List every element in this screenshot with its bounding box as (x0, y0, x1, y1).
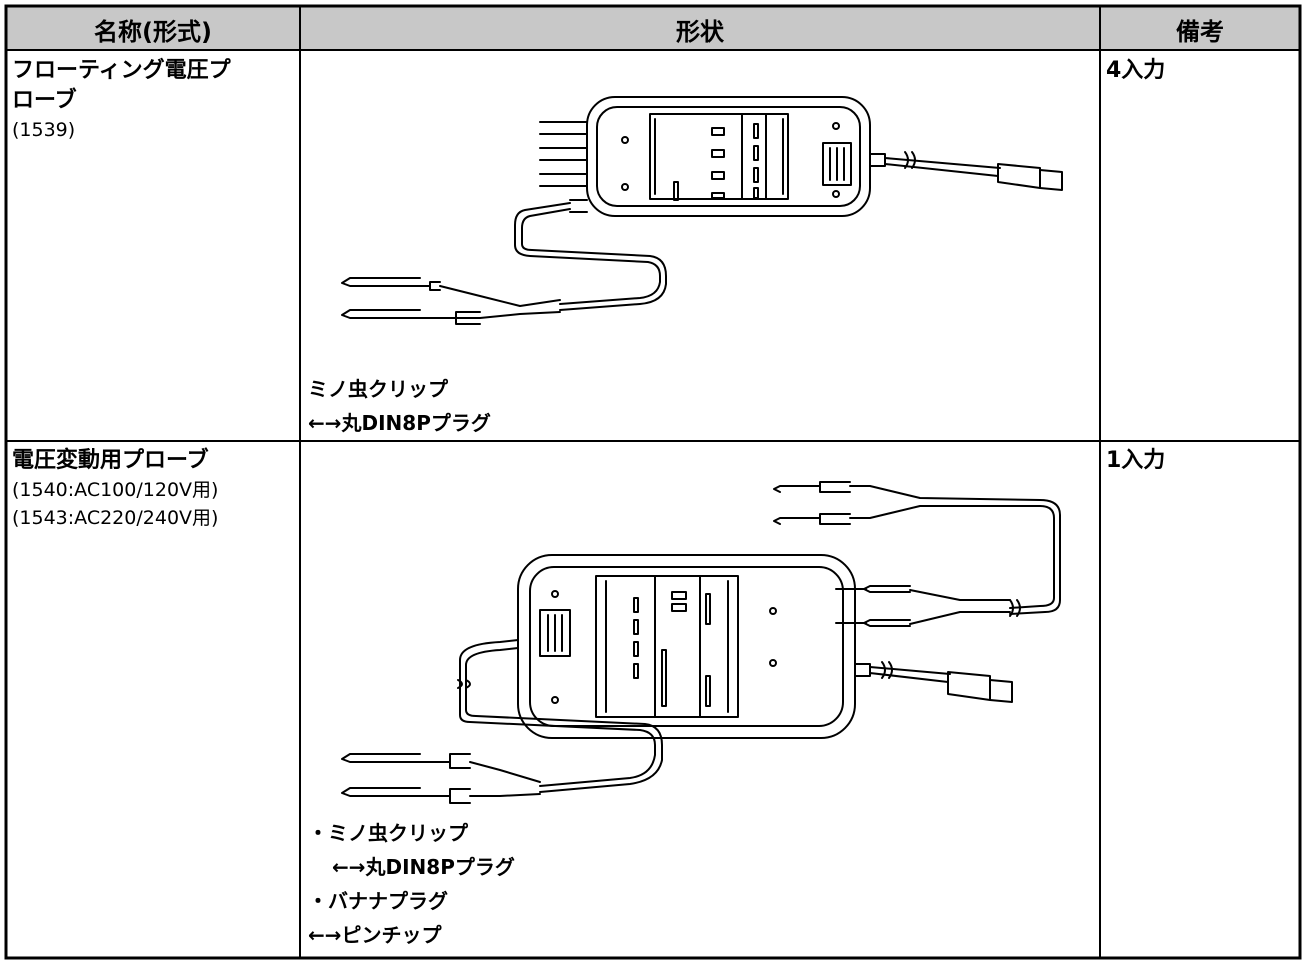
model-line: (1540:AC100/120V用) (12, 479, 219, 501)
header-cell: 形状 (676, 18, 724, 46)
name-line: フローティング電圧プ (12, 58, 231, 83)
name-line: 電圧変動用プローブ (12, 448, 209, 473)
name-cell: 電圧変動用プローブ (1540:AC100/120V用) (1543:AC220… (12, 446, 218, 532)
header-bg (6, 6, 1300, 50)
remark: 4入力 (1106, 58, 1166, 83)
name-line: ローブ (12, 88, 77, 113)
probe-drawing-2 (341, 481, 1061, 804)
model-line: (1543:AC220/240V用) (12, 507, 219, 529)
remark: 1入力 (1106, 448, 1166, 473)
caption-line: ←→丸DIN8Pプラグ (308, 411, 491, 435)
shape-caption: ・ミノ虫クリップ ←→丸DIN8Pプラグ ・バナナプラグ ←→ピンチップ (308, 820, 515, 948)
probe-drawing-1 (341, 96, 1063, 325)
header-cell: 備考 (1176, 18, 1224, 46)
table-grid (4, 4, 1302, 960)
caption-line: ミノ虫クリップ (308, 377, 448, 401)
caption-line: ←→ピンチップ (308, 923, 442, 947)
model-line: (1539) (12, 119, 76, 141)
caption-line: ←→丸DIN8Pプラグ (332, 855, 515, 879)
shape-caption: ミノ虫クリップ ←→丸DIN8Pプラグ (308, 376, 491, 436)
caption-line: ・バナナプラグ (308, 889, 448, 913)
caption-line: ・ミノ虫クリップ (308, 821, 468, 845)
header-cell: 名称(形式) (94, 18, 212, 46)
name-cell: フローティング電圧プ ローブ (1539) (12, 56, 231, 144)
